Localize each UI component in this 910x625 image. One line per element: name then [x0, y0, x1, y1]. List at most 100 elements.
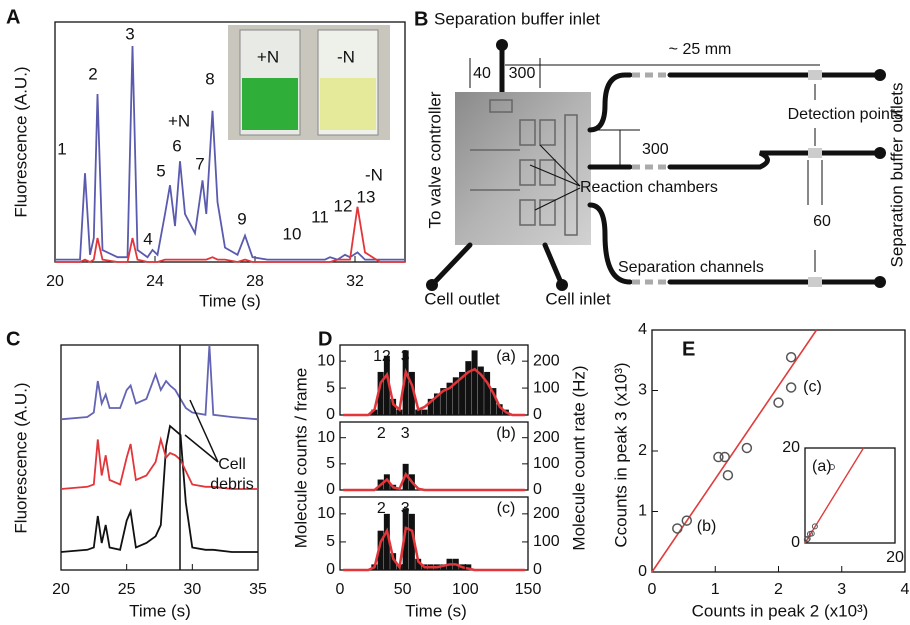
dim-label: ~ 25 mm: [669, 41, 732, 58]
peak-label: 4: [143, 229, 152, 248]
port: [874, 147, 886, 159]
chip-features: [470, 99, 578, 236]
x-tick-label: 20: [886, 549, 904, 566]
port: [556, 279, 568, 291]
series-label: -N: [365, 165, 383, 184]
annotation: (b): [697, 518, 717, 535]
peak-label: 3: [401, 348, 410, 365]
x-tick-label: 150: [515, 581, 542, 598]
x-tick-label: 1: [711, 581, 720, 598]
chambers-label: Reaction chambers: [580, 179, 718, 196]
x-tick-label: 50: [394, 581, 412, 598]
peak-label: 9: [237, 209, 246, 228]
cuvette-photo: [228, 25, 390, 140]
peak-label: 12: [334, 196, 353, 215]
hist-bar: [390, 398, 397, 415]
x-tick-label: 25: [118, 581, 136, 598]
hist-bar: [371, 409, 378, 415]
plot-frame: [804, 447, 896, 544]
panel-label: E: [682, 338, 695, 360]
hist-bar: [477, 366, 484, 415]
x-tick-label: 32: [346, 273, 364, 290]
inset-point: [804, 535, 811, 542]
y-tick-label: 200: [533, 429, 560, 446]
chip-photo: [455, 92, 591, 245]
annotation: Cell: [218, 456, 246, 473]
dim-label: 40: [473, 65, 491, 82]
point: [672, 523, 683, 534]
x-axis-label: Time (s): [199, 291, 261, 310]
y-tick-label: 10: [317, 505, 335, 522]
port: [874, 69, 886, 81]
hist-bar: [383, 474, 390, 490]
peak-label: 3: [401, 425, 410, 442]
y-tick-label: 0: [533, 481, 542, 498]
point: [713, 451, 724, 463]
hist-bar: [465, 361, 472, 415]
hist-bar: [402, 508, 409, 570]
hist-bar: [377, 371, 384, 415]
cell-outlet-label: Cell outlet: [424, 289, 500, 308]
y-tick-label: 0: [326, 481, 335, 498]
x-tick-label: 100: [452, 581, 479, 598]
panel-label: C: [6, 328, 20, 350]
peak-label: 13: [357, 187, 376, 206]
x-tick-label: 4: [901, 581, 910, 598]
x-tick-label: 35: [249, 581, 267, 598]
hist-bar: [484, 371, 491, 415]
point: [785, 382, 797, 393]
inset-point: [811, 523, 818, 530]
inset-point: [808, 530, 815, 537]
hist-bar: [421, 409, 428, 415]
hist-bar: [377, 530, 384, 570]
detection-label: Detection points: [788, 106, 903, 123]
rate-line: [343, 526, 525, 572]
diagram: B Separation buffer inlet 40 300 ~ 25 mm…: [414, 8, 906, 308]
leader-lines: [529, 144, 581, 211]
hist-bar: [408, 371, 415, 415]
y-tick-label: 10: [317, 429, 335, 446]
panel-label: A: [6, 6, 20, 28]
y-tick-label: 0: [638, 563, 647, 580]
y-tick-label: 5: [326, 533, 335, 550]
port: [426, 279, 438, 291]
hist-bar: [390, 553, 397, 570]
annotation: debris: [210, 476, 254, 493]
inset-fit-line: [804, 447, 865, 544]
x-tick-label: 28: [246, 273, 264, 290]
channel: [587, 150, 883, 170]
y2-axis-label: Molecule count rate (Hz): [569, 365, 588, 550]
y-tick-label: 200: [533, 352, 560, 369]
channels-label: Separation channels: [618, 259, 764, 276]
rate-line: [343, 471, 525, 492]
y-tick-label: 5: [326, 455, 335, 472]
point: [722, 469, 734, 481]
annotation: (c): [803, 379, 822, 396]
rate-line: [343, 367, 525, 417]
point: [741, 442, 753, 454]
dim-label: 300: [509, 65, 536, 82]
x-tick-label: 24: [146, 273, 164, 290]
subplot-title: (a): [496, 348, 516, 365]
hist-bar: [490, 388, 497, 415]
hist-bar: [471, 350, 478, 415]
dim-label: 300: [642, 141, 669, 158]
y-tick-label: 100: [533, 455, 560, 472]
x-tick-label: 20: [46, 273, 64, 290]
inset-label: +N: [257, 47, 279, 66]
x-axis-label: Counts in peak 2 (x10³): [692, 601, 869, 620]
peak-label: 2: [88, 64, 97, 83]
hist-bar: [427, 398, 434, 415]
peak-label: 3: [125, 24, 134, 43]
x-tick-label: 0: [648, 581, 657, 598]
peak-label: 6: [172, 136, 181, 155]
peak-label: 10: [283, 224, 302, 243]
valve-label: To valve controller: [425, 91, 444, 228]
y-tick-label: 100: [533, 379, 560, 396]
point: [785, 351, 797, 363]
y-tick-label: 0: [326, 561, 335, 578]
peak-label: 2: [377, 500, 386, 517]
y-tick-label: 0: [326, 406, 335, 423]
hist-bar: [402, 350, 409, 415]
